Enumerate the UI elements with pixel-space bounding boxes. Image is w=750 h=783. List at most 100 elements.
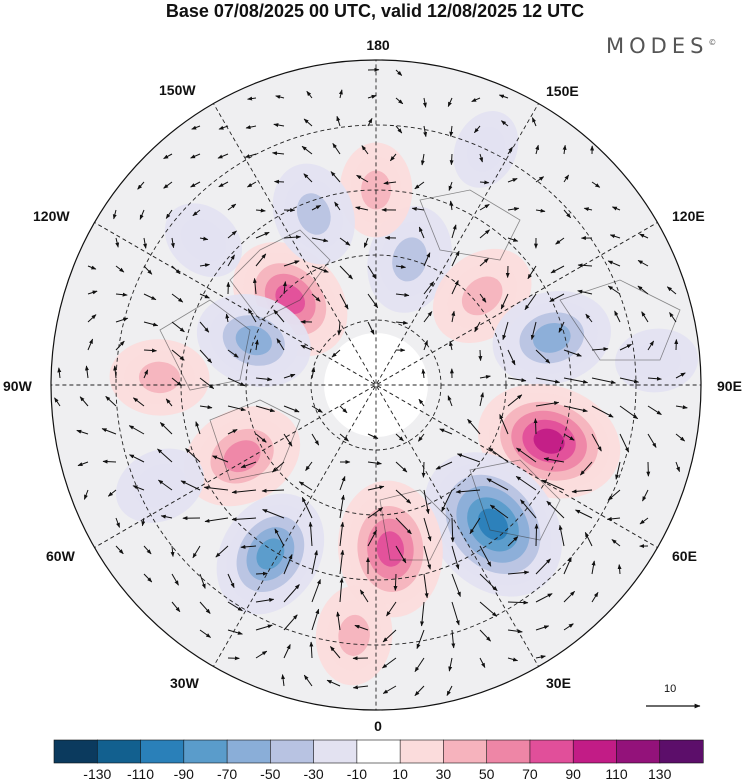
wind-vector	[535, 176, 545, 183]
meridian-line	[94, 385, 375, 548]
wind-vector	[520, 499, 537, 519]
lon-label-120e: 120E	[672, 208, 705, 224]
wind-vector	[395, 292, 410, 297]
wind-vector	[479, 657, 486, 668]
wind-vector	[449, 153, 454, 166]
anomaly-cell-8	[424, 452, 562, 597]
wind-vector	[577, 263, 593, 268]
wind-vector	[637, 285, 649, 295]
map-boundary	[50, 59, 702, 711]
wind-vector	[204, 517, 229, 523]
wind-vector	[479, 293, 487, 303]
wind-vector	[642, 489, 649, 502]
colorbar-swatch	[356, 739, 401, 764]
wind-vector	[115, 340, 125, 351]
lon-label-120w: 120W	[33, 208, 70, 224]
wind-vector	[647, 376, 662, 381]
wind-vector	[615, 461, 621, 480]
wind-vector	[309, 641, 314, 659]
wind-vector	[435, 461, 453, 470]
colorbar-swatch	[226, 739, 271, 764]
wind-vector	[563, 377, 589, 384]
wind-vector	[507, 207, 520, 211]
wind-vector	[474, 321, 481, 333]
wind-vector	[535, 144, 540, 155]
wind-vector	[170, 237, 175, 249]
wind-vector	[218, 125, 229, 130]
wind-vector	[515, 475, 537, 491]
wind-vector	[199, 321, 210, 333]
wind-vector	[240, 461, 257, 468]
wind-vector	[87, 338, 94, 351]
wind-vector	[311, 579, 321, 603]
wind-vector	[363, 237, 369, 248]
wind-vector	[330, 646, 341, 659]
anomaly-contour	[632, 341, 681, 380]
wind-vector	[535, 558, 551, 575]
wind-vector	[87, 265, 97, 270]
wind-vector	[524, 293, 537, 311]
wind-vector	[273, 123, 285, 128]
wind-vector	[585, 313, 593, 323]
wind-vector	[422, 97, 427, 108]
colorbar-tick-label: 70	[522, 766, 538, 782]
wind-vector	[591, 560, 596, 575]
wind-vector	[571, 489, 593, 494]
wind-vector	[332, 142, 341, 155]
wind-vector	[143, 545, 152, 555]
wind-vector	[471, 97, 481, 103]
wind-vector	[283, 433, 293, 447]
wind-vector	[133, 397, 145, 407]
wind-vector	[115, 237, 120, 248]
wind-vector	[381, 657, 397, 669]
anomaly-contour	[376, 531, 404, 567]
wind-vector	[451, 573, 461, 597]
wind-vector	[163, 153, 173, 160]
wind-vector	[563, 209, 571, 219]
lon-label-30w: 30W	[170, 675, 200, 691]
wind-vector	[423, 573, 429, 599]
wind-vector	[274, 528, 285, 547]
wind-vector	[272, 151, 285, 156]
wind-vector	[479, 374, 491, 379]
wind-vector	[563, 405, 588, 413]
wind-vector	[451, 250, 460, 267]
wind-vector	[479, 203, 490, 211]
wind-vector	[439, 428, 453, 435]
wind-vector	[283, 373, 296, 379]
wind-vector	[395, 545, 407, 564]
wind-vector	[420, 153, 425, 166]
wind-vector	[339, 549, 345, 575]
wind-vector	[395, 97, 404, 105]
colorbar-swatch	[53, 739, 98, 764]
wind-vector	[283, 554, 293, 575]
brand-logo: MODES©	[606, 34, 716, 58]
wind-vector	[447, 97, 453, 108]
wind-vector	[281, 674, 286, 687]
wind-vector	[367, 293, 379, 309]
wind-vector	[641, 311, 649, 323]
wind-vector	[455, 489, 481, 494]
wind-vector	[500, 293, 509, 310]
anomaly-shading	[51, 60, 701, 710]
colorbar-swatch	[443, 739, 488, 764]
wind-vector	[591, 405, 614, 418]
wind-vector	[474, 125, 481, 134]
colorbar-tick-label: 90	[565, 766, 581, 782]
wind-vector	[311, 293, 321, 302]
wind-vector	[367, 507, 384, 519]
wind-vector	[301, 145, 313, 155]
colorbar-tick-label: 110	[605, 766, 628, 782]
wind-vector	[143, 237, 147, 249]
wind-vector	[227, 405, 246, 412]
wind-vector	[199, 236, 209, 241]
wind-vector	[301, 496, 313, 519]
wind-vector	[451, 310, 456, 323]
wind-vector	[486, 478, 509, 491]
wind-vector	[488, 447, 509, 463]
wind-vector	[192, 545, 201, 559]
wind-vector	[331, 349, 341, 358]
wind-vector	[359, 589, 369, 603]
wind-vector	[143, 573, 153, 583]
